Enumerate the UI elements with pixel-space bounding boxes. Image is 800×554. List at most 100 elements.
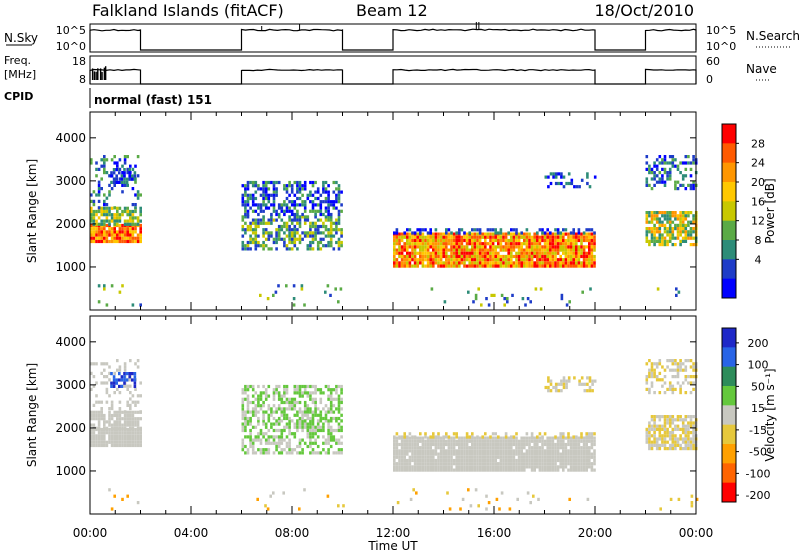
data-cell [337,221,341,225]
data-cell [447,228,451,232]
data-cell [689,220,693,224]
data-cell [332,234,336,238]
data-cell [416,458,419,463]
data-cell [314,388,317,392]
data-cell [663,214,667,218]
data-cell [468,452,471,456]
data-cell [264,190,268,194]
data-cell [108,193,111,197]
data-cell [429,446,432,450]
data-cell [257,394,260,398]
data-cell [650,443,654,447]
data-cell [116,236,119,240]
data-cell [658,230,662,234]
data-cell [510,264,513,268]
data-cell [590,258,594,262]
data-cell [118,378,121,382]
data-cell [280,206,284,210]
data-cell [257,448,260,452]
data-cell [668,387,672,391]
data-cell [259,407,263,411]
data-cell [473,449,477,453]
data-cell [311,231,315,235]
data-cell [442,468,445,472]
data-cell [97,180,101,184]
data-cell [316,451,320,455]
data-cell [116,426,119,430]
data-cell [442,238,445,243]
data-cell [437,435,440,439]
data-cell [679,415,682,419]
data-cell [588,376,592,380]
data-cell [285,221,289,225]
data-cell [538,248,542,252]
data-cell [126,219,129,223]
data-cell [583,382,587,386]
data-cell [395,442,399,447]
data-cell [322,224,325,229]
data-cell [306,422,310,426]
data-cell [491,458,495,463]
data-cell [100,410,103,414]
data-cell [445,242,448,246]
data-cell [259,441,263,445]
data-cell [92,219,96,223]
data-cell [668,214,672,218]
data-cell [484,264,487,268]
data-cell [118,426,122,430]
data-cell [512,439,516,443]
data-cell [296,410,299,414]
data-cell [582,248,586,252]
data-cell [288,451,291,455]
y-tick-label: 2000 [55,421,86,435]
data-cell [445,254,448,259]
data-cell [671,236,675,240]
data-cell [113,440,116,444]
data-cell [329,234,333,238]
data-cell [118,365,122,369]
data-cell [296,184,299,188]
data-cell [460,245,464,249]
data-cell [679,362,682,366]
data-cell [319,410,323,414]
data-cell [126,400,129,404]
data-cell [567,251,570,255]
data-cell [538,251,542,255]
data-cell [139,206,142,210]
data-cell [546,452,549,456]
data-cell [426,238,430,243]
data-cell [546,468,549,472]
data-cell [554,389,558,393]
data-cell [432,458,435,463]
data-cell [515,458,518,463]
data-cell [460,442,464,447]
data-cell [298,187,302,191]
data-cell [136,410,140,414]
data-cell [559,258,562,262]
data-cell [473,465,477,469]
data-cell [525,261,529,265]
data-cell [306,404,310,408]
data-cell [123,209,127,214]
data-cell [125,372,129,376]
data-cell [585,452,588,456]
data-cell [481,232,484,236]
data-cell [469,504,473,508]
data-cell [588,465,591,469]
data-cell [335,391,338,395]
data-cell [447,465,451,469]
data-cell [303,180,307,185]
data-cell [337,247,341,251]
data-cell [393,254,396,259]
data-cell [100,381,103,385]
data-cell [393,455,396,459]
data-cell [674,447,677,451]
data-cell [398,238,401,243]
data-cell [439,242,443,246]
data-cell [484,232,487,236]
data-cell [275,228,278,232]
data-cell [692,214,695,218]
data-cell [303,400,307,405]
data-cell [303,413,307,417]
data-cell [327,234,330,238]
